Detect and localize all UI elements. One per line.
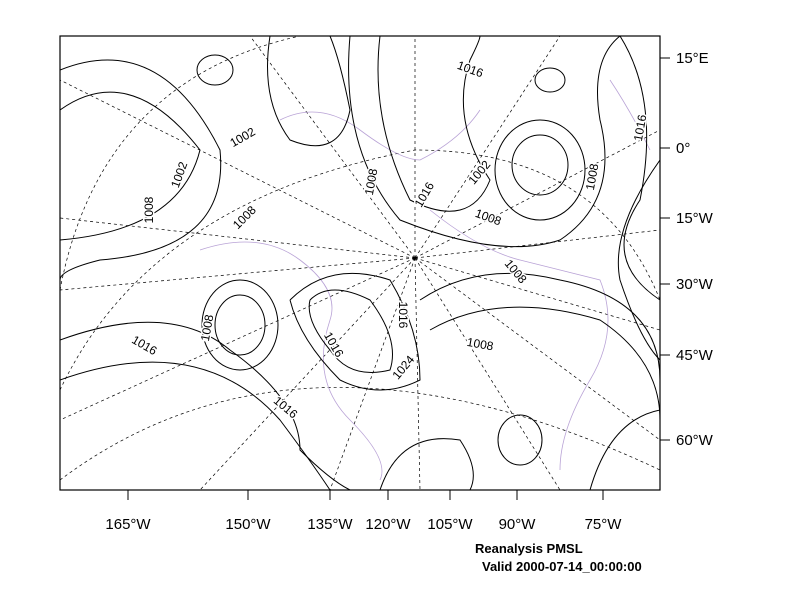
y-tick-label: 15°E <box>676 50 709 67</box>
subtitle: Valid 2000-07-14_00:00:00 <box>482 559 642 574</box>
y-tick-label: 60°W <box>676 432 714 449</box>
contour-label: 1002 <box>228 124 258 150</box>
contour-label: 1008 <box>473 206 503 228</box>
contour-label: 1008 <box>198 313 216 342</box>
x-tick-label: 105°W <box>427 516 473 533</box>
map-frame <box>59 35 661 491</box>
contour-label: 1016 <box>412 179 438 209</box>
contour-label: 1024 <box>389 352 417 382</box>
contour-label: 1016 <box>129 333 159 359</box>
contours <box>60 36 660 490</box>
contour-label: 1008 <box>362 167 380 196</box>
contour-label: 1016 <box>396 302 410 329</box>
contour-label: 1016 <box>455 58 485 80</box>
contour-label: 1002 <box>168 159 190 189</box>
contour-label: 1016 <box>271 393 301 421</box>
x-tick-label: 75°W <box>585 516 623 533</box>
x-tick-label: 165°W <box>105 516 151 533</box>
contour-label: 1008 <box>583 162 601 191</box>
y-tick-label: 45°W <box>676 347 714 364</box>
y-tick-label: 0° <box>676 140 690 157</box>
title: Reanalysis PMSL <box>475 541 583 556</box>
x-tick-label: 150°W <box>225 516 271 533</box>
contour-label: 1008 <box>466 335 495 353</box>
coastlines <box>199 79 651 481</box>
contour-label: 1016 <box>631 113 649 142</box>
graticule <box>60 36 660 490</box>
contour-label: 1008 <box>230 203 259 232</box>
x-tick-label: 90°W <box>499 516 537 533</box>
contour-label: 1008 <box>142 196 156 223</box>
y-tick-label: 15°W <box>676 210 714 227</box>
x-tick-label: 120°W <box>365 516 411 533</box>
y-tick-label: 30°W <box>676 276 714 293</box>
map-content <box>60 36 660 490</box>
x-tick-label: 135°W <box>307 516 353 533</box>
